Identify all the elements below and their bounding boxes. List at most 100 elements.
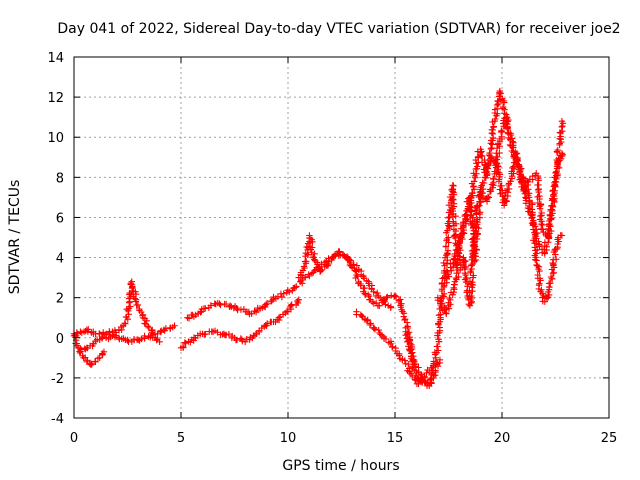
data-point-run: [441, 267, 455, 287]
y-tick-label: 10: [47, 131, 64, 146]
data-point-run: [92, 355, 102, 365]
data-point-run: [503, 116, 517, 149]
data-point: [488, 154, 495, 161]
chart-title: Day 041 of 2022, Sidereal Day-to-day VTE…: [57, 21, 620, 37]
data-point-run: [90, 336, 101, 347]
series-track-8: [402, 87, 567, 390]
x-tick-label: 5: [177, 431, 185, 446]
data-point: [156, 338, 163, 345]
data-point-run: [251, 304, 264, 316]
data-point: [513, 150, 521, 157]
data-point-run: [157, 327, 165, 336]
data-point-run: [132, 298, 147, 318]
data-point-run: [302, 267, 318, 281]
data-point-run: [431, 320, 444, 358]
data-point: [466, 194, 474, 201]
data-point: [387, 304, 394, 311]
data-point-run: [228, 303, 241, 314]
data-point: [436, 356, 444, 364]
data-point: [453, 250, 461, 257]
data-point: [507, 178, 514, 185]
data-point-run: [121, 299, 134, 327]
data-point-run: [549, 238, 562, 268]
data-point: [558, 232, 566, 239]
data-point-run: [358, 267, 372, 287]
data-point-run: [141, 332, 154, 341]
y-tick-label: -2: [51, 372, 64, 387]
data-point-run: [472, 148, 485, 166]
data-point-run: [153, 336, 161, 344]
data-point-run: [471, 174, 489, 214]
data-point: [558, 117, 566, 125]
x-axis-label: GPS time / hours: [282, 458, 399, 474]
data-point: [227, 302, 234, 309]
grid: [74, 57, 609, 418]
data-point-run: [508, 153, 520, 182]
data-point-run: [167, 324, 176, 332]
data-point-run: [99, 350, 106, 359]
data-point-run: [190, 330, 204, 344]
data-point-run: [105, 333, 114, 343]
data-point-run: [360, 284, 373, 300]
data-point: [96, 330, 103, 337]
data-point-run: [179, 338, 194, 351]
data-point-run: [136, 335, 148, 344]
data-point-run: [384, 292, 398, 301]
y-axis-label: SDTVAR / TECUs: [7, 180, 23, 295]
data-point-run: [286, 297, 302, 313]
data-point-run: [260, 297, 275, 311]
data-point-run: [370, 324, 384, 338]
data-point-run: [331, 248, 342, 259]
data-point-run: [197, 305, 209, 316]
series-track-3: [77, 322, 178, 354]
data-point-run: [531, 252, 545, 293]
data-point: [295, 296, 302, 303]
data-point-run: [130, 336, 141, 344]
series-track-9: [441, 113, 566, 305]
x-tick-label: 25: [601, 431, 618, 446]
data-point-run: [529, 172, 539, 183]
data-point-run: [402, 330, 417, 364]
data-point-run: [283, 285, 297, 296]
data-point-run: [521, 178, 532, 191]
data-point-run: [161, 324, 174, 334]
data-point: [248, 310, 255, 317]
data-point-run: [447, 252, 459, 271]
y-tick-label: 0: [56, 332, 64, 347]
data-point-run: [367, 296, 380, 307]
data-point: [135, 336, 142, 343]
data-point: [184, 314, 191, 321]
y-tick-label: -4: [51, 412, 64, 427]
data-point: [473, 210, 480, 217]
y-tick-label: 8: [56, 171, 64, 186]
data-point-run: [489, 157, 502, 170]
data-point-run: [324, 256, 335, 269]
data-point-run: [232, 335, 246, 345]
x-tick-label: 20: [494, 431, 511, 446]
data-point-run: [207, 299, 221, 309]
data-point-run: [84, 342, 96, 352]
data-point-run: [98, 333, 106, 342]
data-point-run: [243, 332, 258, 343]
data-point-run: [139, 314, 152, 330]
plot-frame: [73, 56, 610, 419]
data-point-run: [117, 322, 127, 333]
data-point-run: [376, 296, 388, 309]
data-point-run: [336, 249, 347, 259]
data-point-run: [452, 223, 467, 254]
data-point-run: [264, 318, 279, 327]
data-point-run: [77, 345, 89, 353]
data-point: [383, 294, 390, 301]
data-point-run: [545, 264, 558, 291]
data-point: [100, 348, 108, 356]
x-tick-label: 0: [70, 431, 78, 446]
data-point-run: [545, 175, 560, 238]
data-point-run: [512, 150, 528, 192]
data-point-run: [84, 326, 95, 336]
data-point-run: [395, 352, 408, 364]
data-point: [391, 292, 399, 299]
data-point-run: [465, 211, 481, 308]
data-point-run: [555, 232, 564, 241]
data-point-run: [494, 167, 508, 206]
